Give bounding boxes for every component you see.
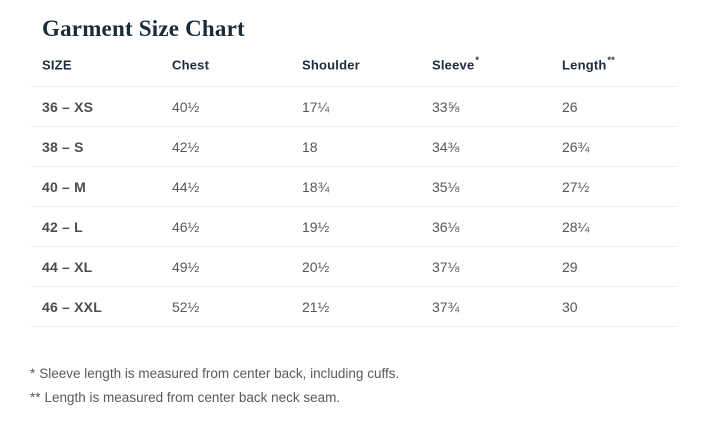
- length-cell: 29: [550, 246, 678, 288]
- column-header-shoulder: Shoulder: [290, 56, 420, 88]
- chest-cell: 44½: [160, 166, 290, 208]
- column-header-size: SIZE: [30, 56, 160, 88]
- length-cell: 30: [550, 286, 678, 328]
- sleeve-cell: 33⅝: [420, 86, 550, 128]
- column-header-chest: Chest: [160, 56, 290, 88]
- footnote-marker: **: [30, 390, 41, 405]
- size-cell: 42 – L: [30, 206, 160, 248]
- shoulder-cell: 19½: [290, 206, 420, 248]
- page-title: Garment Size Chart: [42, 16, 245, 41]
- shoulder-cell: 18: [290, 126, 420, 168]
- table-row: 44 – XL 49½ 20½ 37⅛ 29: [30, 246, 678, 288]
- table-row: 36 – XS 40½ 17¼ 33⅝ 26: [30, 86, 678, 128]
- footnote-text: Sleeve length is measured from center ba…: [39, 366, 400, 381]
- shoulder-cell: 18¾: [290, 166, 420, 208]
- footnote-marker: *: [475, 55, 480, 65]
- chest-cell: 52½: [160, 286, 290, 328]
- sleeve-cell: 36⅛: [420, 206, 550, 248]
- table-row: 38 – S 42½ 18 34⅜ 26¾: [30, 126, 678, 168]
- column-header-length: Length**: [550, 55, 678, 88]
- size-cell: 40 – M: [30, 166, 160, 208]
- length-cell: 26¾: [550, 126, 678, 168]
- column-header-sleeve: Sleeve*: [420, 55, 550, 88]
- footnote-length: ** Length is measured from center back ne…: [30, 386, 399, 410]
- size-cell: 38 – S: [30, 126, 160, 168]
- table-row: 42 – L 46½ 19½ 36⅛ 28¼: [30, 206, 678, 248]
- footnote-sleeve: * Sleeve length is measured from center b…: [30, 362, 399, 386]
- sleeve-cell: 37⅛: [420, 246, 550, 288]
- footnote-marker: **: [607, 55, 615, 65]
- table-row: 46 – XXL 52½ 21½ 37¾ 30: [30, 286, 678, 328]
- shoulder-cell: 20½: [290, 246, 420, 288]
- length-cell: 28¼: [550, 206, 678, 248]
- sleeve-cell: 37¾: [420, 286, 550, 328]
- chest-cell: 49½: [160, 246, 290, 288]
- size-cell: 44 – XL: [30, 246, 160, 288]
- sleeve-cell: 35⅛: [420, 166, 550, 208]
- table-header-row: SIZE Chest Shoulder Sleeve* Length**: [30, 55, 678, 88]
- shoulder-cell: 21½: [290, 286, 420, 328]
- size-cell: 36 – XS: [30, 86, 160, 128]
- length-cell: 27½: [550, 166, 678, 208]
- length-cell: 26: [550, 86, 678, 128]
- sleeve-cell: 34⅜: [420, 126, 550, 168]
- shoulder-cell: 17¼: [290, 86, 420, 128]
- footnote-marker: *: [30, 366, 36, 381]
- chest-cell: 46½: [160, 206, 290, 248]
- footnotes: * Sleeve length is measured from center b…: [30, 362, 399, 410]
- size-chart-table: SIZE Chest Shoulder Sleeve* Length** 36 …: [30, 55, 678, 328]
- size-cell: 46 – XXL: [30, 286, 160, 328]
- table-row: 40 – M 44½ 18¾ 35⅛ 27½: [30, 166, 678, 208]
- chest-cell: 42½: [160, 126, 290, 168]
- footnote-text: Length is measured from center back neck…: [44, 390, 341, 405]
- chest-cell: 40½: [160, 86, 290, 128]
